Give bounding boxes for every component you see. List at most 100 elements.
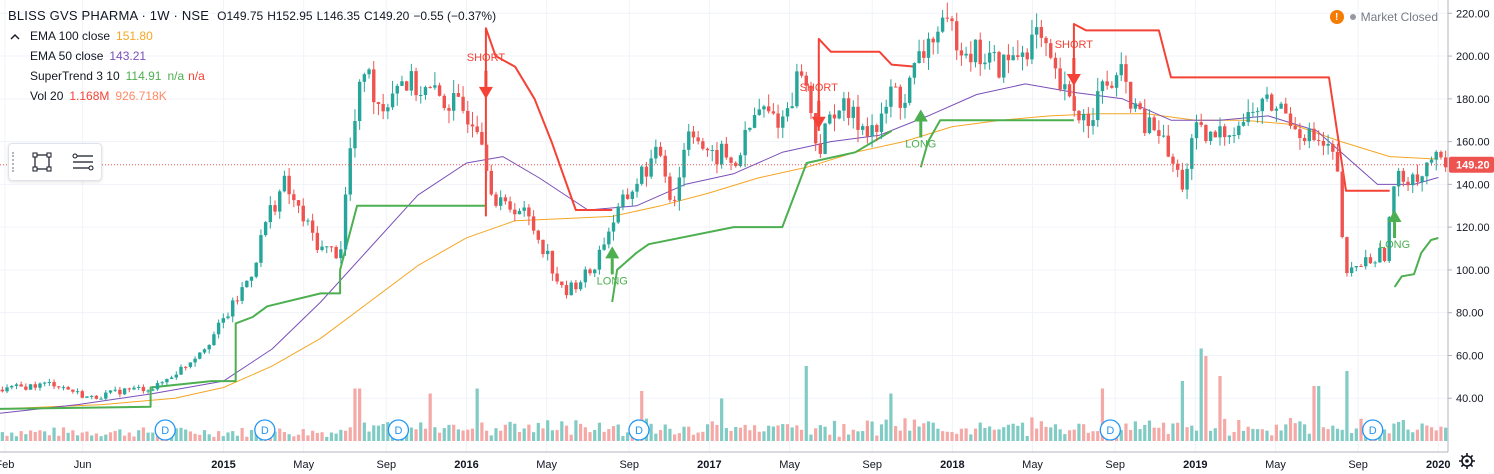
volume-bar [447, 424, 451, 441]
volume-bar [315, 432, 319, 441]
candle-body [395, 85, 399, 94]
dividend-marker[interactable]: D [1362, 419, 1384, 441]
volume-bar [61, 427, 66, 441]
indicator-row-ema50[interactable]: EMA 50 close 143.21 [8, 46, 496, 66]
lines-tool-icon[interactable] [71, 151, 95, 173]
collapse-chevron-icon[interactable] [8, 31, 22, 43]
signal-label: LONG [597, 275, 628, 287]
volume-bar [640, 391, 644, 441]
volume-bar [118, 429, 122, 441]
candle-body [1180, 169, 1185, 190]
candle-body [240, 287, 244, 301]
volume-bar [66, 432, 70, 441]
candle-body [832, 114, 837, 119]
dividend-marker[interactable]: D [628, 419, 650, 441]
drag-handle-icon[interactable] [12, 152, 16, 172]
candle-body [917, 51, 921, 64]
candle-body [1354, 266, 1359, 268]
x-tick-label: May [1265, 459, 1286, 471]
volume-bar [311, 430, 315, 441]
candle-body [752, 115, 757, 128]
indicator-row-volume[interactable]: Vol 20 1.168M 926.718K [8, 86, 496, 106]
candle-body [931, 38, 935, 43]
volume-bar [1180, 381, 1184, 441]
volume-bar [217, 431, 221, 441]
volume-bar [710, 421, 714, 441]
candle-body [776, 113, 780, 128]
arrow-up-icon [913, 109, 928, 122]
market-status-text: Market Closed [1360, 10, 1438, 24]
y-tick-label: 200.00 [1456, 51, 1490, 63]
candle-body [1345, 237, 1349, 274]
volume-bar [1030, 417, 1034, 441]
volume-bar [531, 432, 536, 441]
volume-bar [757, 431, 761, 441]
candle-body [785, 108, 790, 117]
symbol-title[interactable]: BLISS GVS PHARMA · 1W · NSE [8, 8, 210, 23]
volume-bar [94, 433, 98, 441]
candle-body [75, 391, 80, 393]
volume-bar [24, 434, 28, 441]
candle-body [226, 316, 230, 319]
volume-bar [682, 426, 686, 441]
candle-body [263, 222, 268, 236]
volume-bar [0, 432, 4, 441]
candle-body [983, 62, 987, 65]
arrow-down-icon [811, 116, 826, 129]
volume-bar [1439, 426, 1443, 441]
volume-bar [301, 429, 305, 441]
supertrend-long-path [0, 119, 1439, 410]
market-status[interactable]: ! Market Closed [1329, 10, 1438, 24]
volume-bar [1415, 429, 1420, 441]
signal-label: SHORT [800, 82, 839, 94]
candle-body [893, 86, 898, 88]
dividend-marker[interactable]: D [154, 419, 176, 441]
volume-bar [936, 428, 940, 441]
candle-body [959, 50, 964, 56]
candle-body [1110, 85, 1114, 88]
volume-bar [715, 424, 719, 441]
volume-bar [945, 431, 949, 441]
volume-bar [743, 424, 747, 441]
candle-body [644, 166, 649, 177]
rectangle-tool-icon[interactable] [31, 151, 53, 173]
candle-body [536, 230, 540, 240]
volume-bar [673, 434, 677, 441]
volume-bar [776, 425, 780, 441]
candle-body [1058, 68, 1062, 90]
dividend-marker[interactable]: D [1099, 419, 1121, 441]
indicator-row-ema100[interactable]: EMA 100 close 151.80 [8, 26, 496, 46]
volume-bar [1312, 386, 1316, 441]
candle-body [1401, 170, 1406, 182]
candle-body [1288, 113, 1293, 126]
dividend-marker[interactable]: D [254, 419, 276, 441]
volume-bar [503, 424, 507, 441]
candle-body [1096, 91, 1100, 121]
volume-bar [1119, 430, 1123, 441]
volume-bar [287, 434, 291, 441]
volume-bar [771, 426, 775, 441]
candle-body [231, 300, 235, 317]
candle-body [593, 269, 597, 274]
volume-bar [809, 434, 813, 441]
candle-body [1321, 140, 1326, 146]
price-axis: 40.00 60.00 80.00 100.00 120.00 140.00 160.00 1… [1447, 0, 1494, 474]
volume-bar [1237, 419, 1241, 441]
y-tick-label: 180.00 [1456, 94, 1490, 106]
candle-body [1349, 267, 1354, 274]
candle-body [1025, 52, 1029, 60]
dividend-marker[interactable]: D [387, 419, 410, 441]
candle-body [437, 85, 442, 96]
candle-body [85, 396, 89, 398]
candle-body [1039, 27, 1044, 38]
candle-body [1307, 128, 1312, 142]
indicator-value: n/a [188, 69, 205, 83]
alert-icon[interactable]: ! [1329, 10, 1344, 24]
axis-settings-icon[interactable] [1459, 453, 1475, 469]
candlesticks [0, 2, 1448, 401]
candle-body [828, 114, 832, 124]
volume-bar [781, 424, 785, 441]
candle-body [546, 250, 550, 255]
indicator-row-supertrend[interactable]: SuperTrend 3 10 114.91 n/a n/a [8, 66, 496, 86]
